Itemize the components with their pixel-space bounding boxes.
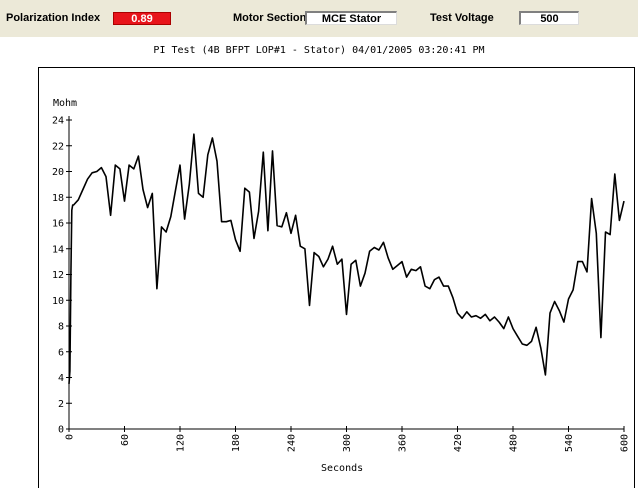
x-tick-label: 360 [398, 434, 409, 452]
motor-section-field[interactable]: MCE Stator [305, 11, 397, 25]
y-tick-label: 16 [52, 219, 64, 230]
chart-frame: Mohm Seconds 0 2 4 6 8 10 12 14 16 18 20 22 24 0 60 120… [38, 67, 635, 488]
motor-section-label: Motor Section [233, 12, 307, 24]
y-tick-label: 20 [52, 167, 64, 178]
test-voltage-label: Test Voltage [430, 12, 494, 24]
x-tick-label: 540 [564, 434, 575, 452]
x-tick-label: 480 [509, 434, 520, 452]
x-axis-label: Seconds [321, 463, 363, 474]
pi-label: Polarization Index [6, 12, 101, 24]
x-tick-label: 240 [287, 434, 298, 452]
header-toolbar: Polarization Index 0.89 Motor Section MC… [0, 0, 638, 37]
y-tick-label: 0 [58, 425, 64, 436]
y-tick-label: 24 [52, 116, 64, 127]
y-tick-label: 22 [52, 141, 64, 152]
x-tick-label: 600 [620, 434, 631, 452]
y-tick-label: 18 [52, 193, 64, 204]
y-tick-label: 14 [52, 244, 64, 255]
test-voltage-field[interactable]: 500 [519, 11, 579, 25]
chart-title: PI Test (4B BFPT LOP#1 - Stator) 04/01/2… [153, 45, 485, 56]
y-axis-label: Mohm [53, 98, 77, 109]
y-tick-label: 6 [58, 347, 64, 358]
pi-value-box: 0.89 [113, 12, 171, 25]
y-tick-label: 10 [52, 296, 64, 307]
x-tick-label: 300 [342, 434, 353, 452]
x-tick-label: 120 [176, 434, 187, 452]
x-tick-label: 0 [65, 434, 76, 440]
y-tick-label: 12 [52, 270, 64, 281]
y-tick-label: 2 [58, 399, 64, 410]
y-tick-label: 8 [58, 322, 64, 333]
x-tick-label: 60 [120, 434, 131, 446]
series-line-0 [68, 133, 625, 384]
y-tick-label: 4 [58, 373, 64, 384]
x-tick-label: 180 [231, 434, 242, 452]
x-tick-label: 420 [453, 434, 464, 452]
